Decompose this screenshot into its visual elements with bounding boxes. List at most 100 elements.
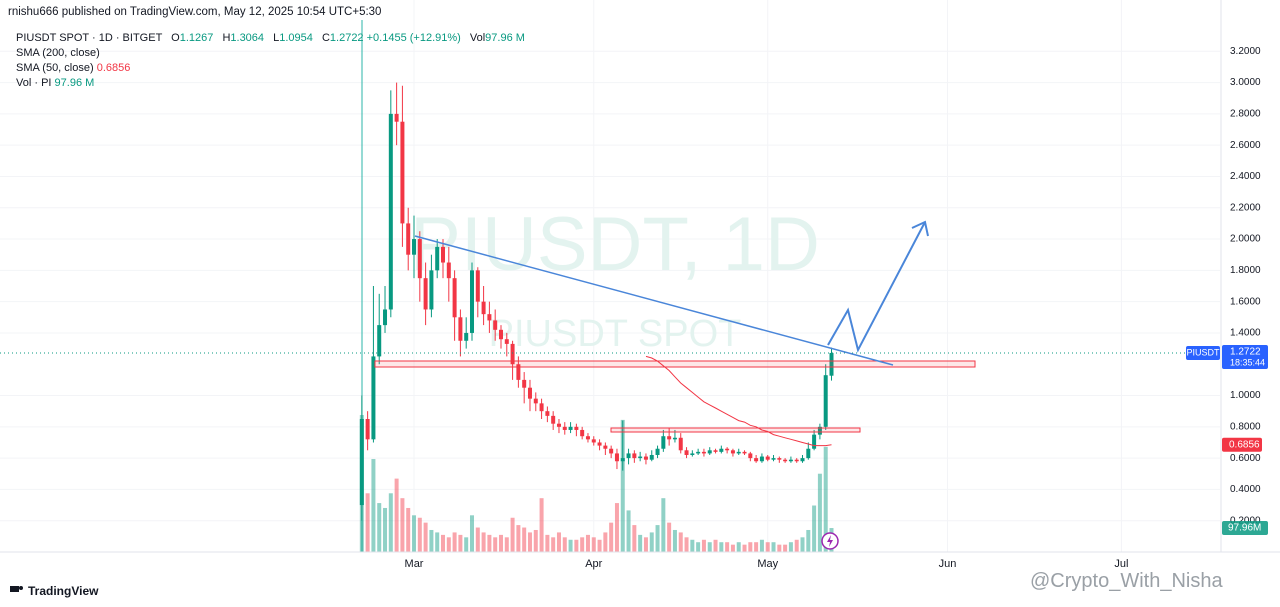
y-tick-label: 0.8000 [1230,421,1261,432]
volume-bar [783,544,788,552]
candle-body [504,339,509,344]
author-watermark: @Crypto_With_Nisha [1030,570,1223,592]
volume-bar [754,542,759,552]
candle-body [377,325,382,357]
countdown-label: 18:35:44 [1230,357,1265,367]
volume-bar [423,522,428,552]
y-tick-label: 2.6000 [1230,140,1261,151]
sma-tag-label: 0.6856 [1229,439,1260,450]
volume-bar [377,503,382,552]
candle-body [736,451,741,454]
candle-body [412,239,417,255]
volume-tag-label: 97.96M [1228,523,1261,534]
resistance-zone [374,360,976,368]
study-name: SMA (200, close) [16,47,100,59]
projection-arrow [827,221,926,353]
volume-bar [684,537,689,552]
candle-body [643,456,648,460]
arrow-head [911,220,929,237]
candle-body [458,317,463,341]
legend-value: 1.3064 [230,32,265,44]
candle-body [452,278,457,318]
volume-bar [568,539,573,552]
candle-body [742,451,747,454]
candle-body [696,451,701,454]
event-icon-bolt [827,535,833,547]
legend-value: 1.2722 [329,32,364,44]
candle-body [464,332,469,341]
legend-key: C [321,32,330,44]
candle-body [661,436,666,449]
volume-bar [452,532,457,552]
volume-bar [655,525,660,552]
candle-body [539,403,544,412]
x-tick-label: Mar [405,558,424,570]
legend-sma200: SMA (200, close) [16,46,525,61]
candle-body [365,419,370,440]
x-tick-label: Apr [585,558,602,570]
y-tick-label: 2.4000 [1230,171,1261,182]
candle-body [429,270,434,310]
legend-key: Vol [469,32,486,44]
volume-pane [359,415,834,552]
volume-bar [574,539,579,552]
volume-bar [771,542,776,552]
candle-body [417,239,422,279]
volume-bar [545,534,550,552]
candle-body [597,442,602,446]
legend-value: 97.96 M [485,32,525,44]
trendline [414,235,894,366]
candle-body [626,453,631,459]
candle-body [568,426,573,430]
volume-bar [504,537,509,552]
volume-bar [493,537,498,552]
candle-body [435,246,440,271]
candle-body [388,113,393,310]
volume-bar [458,534,463,552]
y-tick-label: 0.2000 [1230,515,1261,526]
volume-bar [672,529,677,552]
x-tick-label: May [757,558,778,570]
volume-bar [527,532,532,552]
sma-line [645,355,832,447]
candle-body [672,437,677,440]
candle-body [812,434,817,449]
y-tick-label: 2.2000 [1230,202,1261,213]
y-tick-label: 0.6000 [1230,453,1261,464]
volume-bar [394,478,399,552]
legend-key: H [222,32,231,44]
volume-bar [713,539,718,552]
legend-sma50: SMA (50, close) 0.6856 [16,61,525,76]
candle-body [481,301,486,315]
y-tick-label: 1.4000 [1230,328,1261,339]
volume-bar [498,534,503,552]
candle-body [493,320,498,330]
candle-body [406,223,411,255]
candle-body [788,459,793,462]
volume-bar [759,539,764,552]
volume-bar [481,532,486,552]
candle-body [383,309,388,326]
volume-bar [678,532,683,552]
volume-bar [742,544,747,552]
brand: TradingView [28,584,99,598]
candle-body [487,314,492,321]
candle-body [684,450,689,455]
candle-body [527,387,532,399]
volume-bar [551,537,556,552]
volume-bar [417,517,422,552]
volume-bar [556,532,561,552]
volume-bar [585,534,590,552]
y-tick-label: 1.8000 [1230,265,1261,276]
volume-bar [788,542,793,552]
legend-main: PIUSDT SPOT · 1D · BITGET O1.1267 H1.306… [16,31,525,46]
volume-bar [661,498,666,552]
volume-bar [626,510,631,552]
candle-body [516,364,521,380]
y-tick-label: 3.2000 [1230,46,1261,57]
volume-bar [649,532,654,552]
candle-body [800,458,805,462]
candle-body [359,419,364,506]
